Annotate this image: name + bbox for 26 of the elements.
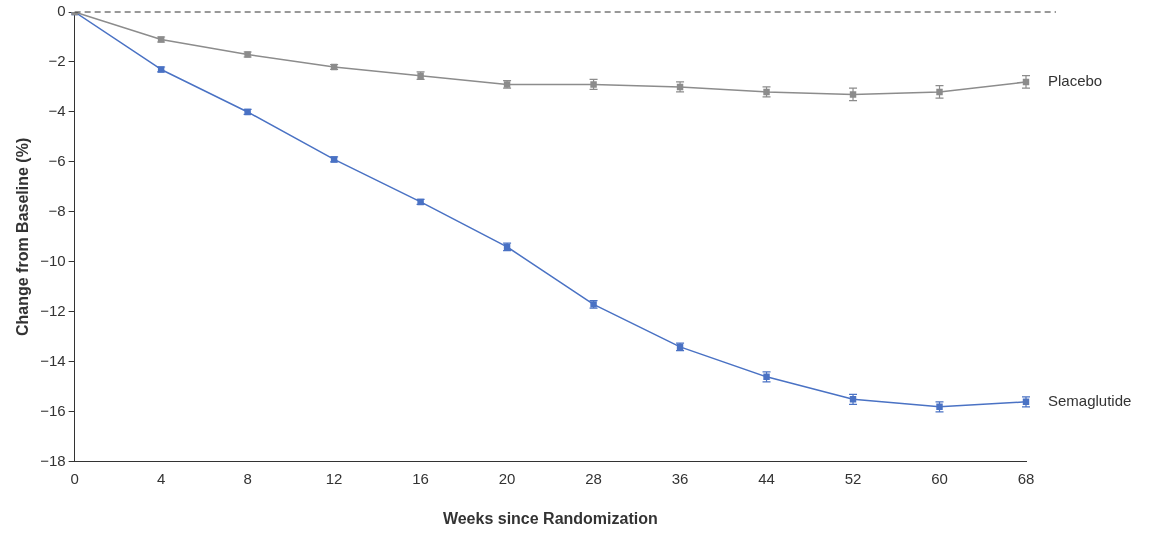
x-tick-label: 12 xyxy=(325,469,343,487)
x-tick-label: 28 xyxy=(585,469,602,487)
series-label: Semaglutide xyxy=(1048,391,1132,409)
series-label: Placebo xyxy=(1048,72,1103,90)
x-tick-label: 8 xyxy=(243,469,252,487)
y-tick-label: −10 xyxy=(40,252,66,270)
y-tick-label: −4 xyxy=(48,102,66,120)
y-tick-label: −8 xyxy=(48,202,66,220)
y-tick-label: −16 xyxy=(40,401,66,419)
y-tick-label: −14 xyxy=(40,351,66,369)
x-tick-label: 20 xyxy=(498,469,516,487)
x-axis-title: Weeks since Randomization xyxy=(442,509,658,527)
x-tick-label: 0 xyxy=(70,469,79,487)
x-tick-label: 36 xyxy=(671,469,689,487)
y-tick-label: 0 xyxy=(57,2,66,20)
y-tick-label: −2 xyxy=(48,52,66,70)
y-tick-label: −12 xyxy=(40,302,66,320)
x-tick-label: 4 xyxy=(156,469,166,487)
x-tick-label: 52 xyxy=(844,469,862,487)
y-tick-label: −18 xyxy=(40,451,66,469)
x-tick-label: 68 xyxy=(1017,469,1035,487)
y-tick-label: −6 xyxy=(48,152,66,170)
x-tick-label: 60 xyxy=(931,469,948,487)
x-tick-label: 16 xyxy=(412,469,429,487)
x-tick-label: 44 xyxy=(758,469,775,487)
y-axis-title: Change from Baseline (%) xyxy=(14,137,32,337)
